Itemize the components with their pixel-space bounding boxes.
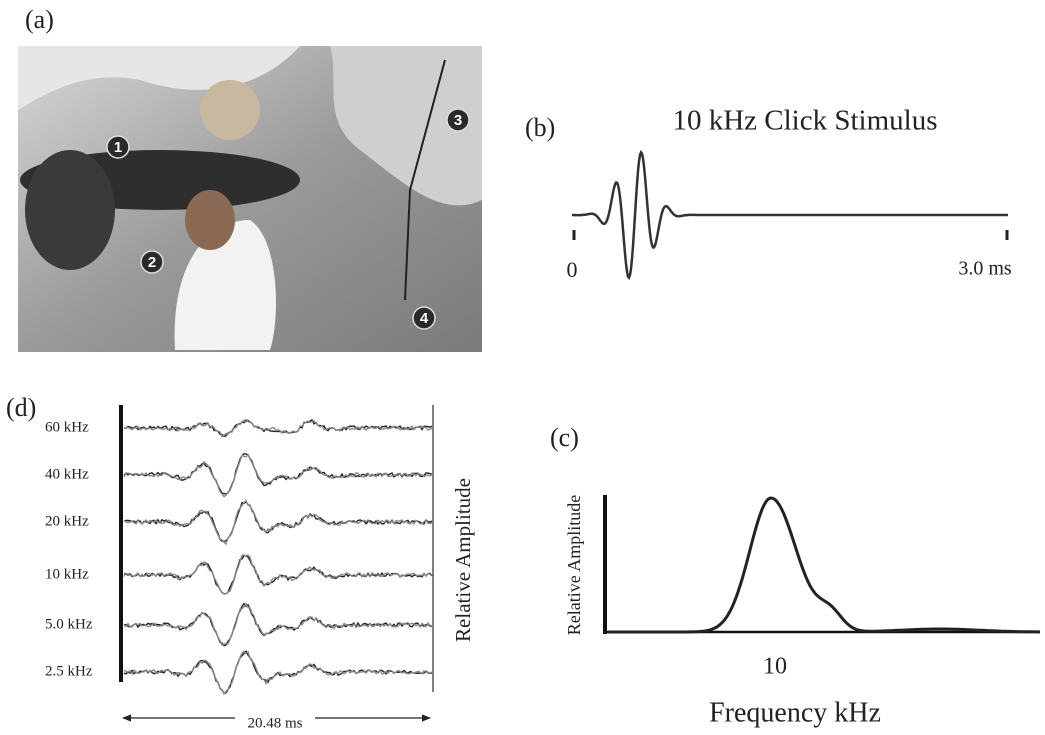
photo — [18, 46, 482, 352]
panel-title: 10 kHz Click Stimulus — [672, 105, 937, 137]
trace-label: 2.5 kHz — [45, 663, 93, 679]
trace-label: 40 kHz — [45, 466, 89, 482]
x-tick-label: 10 — [763, 654, 787, 680]
spectrum — [608, 496, 1040, 634]
trace — [123, 499, 433, 546]
marker-dot — [140, 250, 164, 274]
trace — [123, 453, 433, 498]
panel-label: (c) — [550, 423, 579, 452]
y-axis-label: Relative Amplitude — [451, 478, 475, 642]
marker-dot — [106, 135, 130, 159]
trace — [123, 554, 433, 595]
trace — [123, 650, 433, 696]
marker-label: 4 — [420, 310, 429, 327]
span-label: 20.48 ms — [247, 715, 302, 731]
panel-label: (b) — [525, 113, 555, 142]
marker-label: 2 — [148, 254, 156, 271]
start-label: 0 — [567, 257, 578, 282]
trace — [123, 500, 433, 543]
end-label: 3.0 ms — [958, 258, 1012, 280]
trace — [123, 418, 433, 438]
marker-label: 1 — [114, 139, 122, 156]
trace-label: 60 kHz — [45, 419, 89, 435]
marker-dot — [446, 108, 470, 132]
trace — [123, 602, 433, 646]
marker-dot — [412, 306, 436, 330]
marker-label: 3 — [454, 112, 462, 129]
trace-label: 5.0 kHz — [45, 616, 93, 632]
panel-label: (a) — [25, 5, 54, 34]
x-axis-label: Frequency kHz — [709, 697, 881, 728]
trace — [123, 554, 433, 595]
trace-label: 20 kHz — [45, 513, 89, 529]
y-axis-label: Relative Amplitude — [564, 495, 584, 635]
label-bg — [235, 712, 315, 730]
panel-label: (d) — [6, 393, 36, 422]
trace-label: 10 kHz — [45, 566, 89, 582]
waveform — [572, 149, 1008, 281]
